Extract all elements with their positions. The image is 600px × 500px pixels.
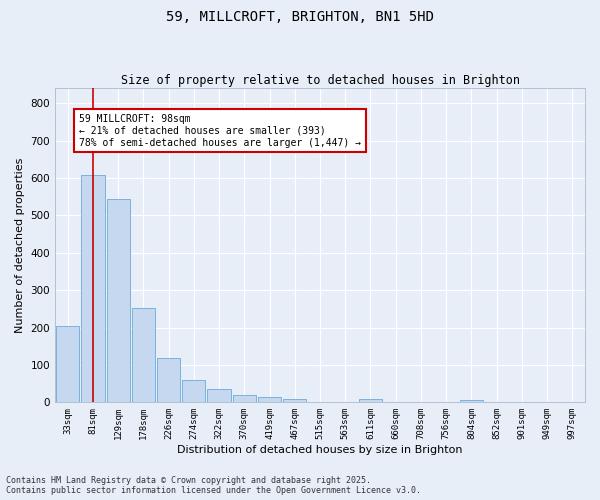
Bar xyxy=(359,400,382,402)
X-axis label: Distribution of detached houses by size in Brighton: Distribution of detached houses by size … xyxy=(177,445,463,455)
Bar xyxy=(208,389,230,402)
Bar xyxy=(460,400,483,402)
Y-axis label: Number of detached properties: Number of detached properties xyxy=(15,158,25,333)
Bar xyxy=(182,380,205,402)
Bar xyxy=(258,396,281,402)
Title: Size of property relative to detached houses in Brighton: Size of property relative to detached ho… xyxy=(121,74,520,87)
Bar xyxy=(283,398,307,402)
Bar xyxy=(132,308,155,402)
Bar xyxy=(81,175,104,402)
Bar xyxy=(56,326,79,402)
Bar xyxy=(233,395,256,402)
Text: Contains HM Land Registry data © Crown copyright and database right 2025.
Contai: Contains HM Land Registry data © Crown c… xyxy=(6,476,421,495)
Text: 59, MILLCROFT, BRIGHTON, BN1 5HD: 59, MILLCROFT, BRIGHTON, BN1 5HD xyxy=(166,10,434,24)
Bar xyxy=(107,199,130,402)
Text: 59 MILLCROFT: 98sqm
← 21% of detached houses are smaller (393)
78% of semi-detac: 59 MILLCROFT: 98sqm ← 21% of detached ho… xyxy=(79,114,361,148)
Bar xyxy=(157,358,180,403)
